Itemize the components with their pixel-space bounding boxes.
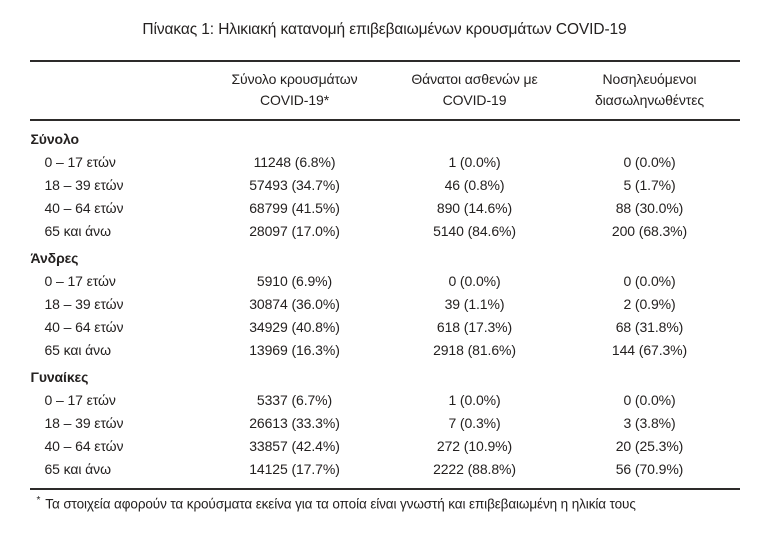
intubated-cell: 144 (67.3%) — [611, 342, 688, 358]
cases-cell: 57493 (34.7%) — [249, 177, 340, 193]
deaths-cell: 1 (0.0%) — [448, 154, 501, 170]
table-row: 65 και άνω 28097 (17.0%) 5140 (84.6%) 200 (… — [30, 220, 740, 243]
deaths-cell: 2222 (88.8%) — [433, 461, 516, 477]
table-row: 18 – 39 ετών 30874 (36.0%) 39 (1.1%) 2 (0.9… — [30, 293, 740, 316]
column-header-line: Θάνατοι ασθενών με — [411, 71, 538, 87]
section-header: Σύνολο — [30, 131, 80, 147]
row-label: 65 και άνω — [44, 223, 112, 239]
intubated-cell: 5 (1.7%) — [623, 177, 676, 193]
page-title: Πίνακας 1: Ηλικιακή κατανομή επιβεβαιωμέ… — [142, 21, 627, 38]
table-header: Σύνολο κρουσμάτων COVID-19* Θάνατοι ασθε… — [30, 62, 740, 119]
table-row: 40 – 64 ετών 33857 (42.4%) 272 (10.9%) 20 (… — [30, 435, 740, 458]
intubated-cell: 68 (31.8%) — [615, 319, 684, 335]
footnote-marker: * — [36, 495, 41, 506]
row-label: 65 και άνω — [44, 342, 112, 358]
cases-cell: 30874 (36.0%) — [249, 296, 340, 312]
deaths-cell: 272 (10.9%) — [436, 438, 513, 454]
row-label: 40 – 64 ετών — [44, 319, 124, 335]
intubated-cell: 20 (25.3%) — [615, 438, 684, 454]
deaths-cell: 46 (0.8%) — [444, 177, 505, 193]
row-label: 0 – 17 ετών — [44, 392, 116, 408]
row-label: 0 – 17 ετών — [44, 154, 116, 170]
column-header-line: COVID-19* — [259, 92, 330, 108]
table-row: 18 – 39 ετών 26613 (33.3%) 7 (0.3%) 3 (3.8%… — [30, 412, 740, 435]
row-label: 40 – 64 ετών — [44, 438, 124, 454]
table-top-rule — [29, 60, 740, 62]
footnote: * Τα στοιχεία αφορούν τα κρούσματα εκείνα… — [30, 490, 740, 512]
cases-cell: 5337 (6.7%) — [256, 392, 333, 408]
table-row: 65 και άνω 13969 (16.3%) 2918 (81.6%) 144 (… — [30, 339, 740, 362]
column-header-line: διασωληνωθέντες — [594, 92, 705, 108]
deaths-cell: 2918 (81.6%) — [433, 342, 516, 358]
cases-cell: 33857 (42.4%) — [249, 438, 340, 454]
intubated-cell: 56 (70.9%) — [615, 461, 684, 477]
cases-cell: 26613 (33.3%) — [249, 415, 340, 431]
column-header-deaths: Θάνατοι ασθενών με COVID-19 — [390, 69, 560, 111]
column-header-line: Σύνολο κρουσμάτων — [231, 71, 358, 87]
row-label: 18 – 39 ετών — [44, 177, 124, 193]
section-header: Γυναίκες — [30, 369, 89, 385]
deaths-cell: 5140 (84.6%) — [433, 223, 516, 239]
deaths-cell: 7 (0.3%) — [448, 415, 501, 431]
deaths-cell: 1 (0.0%) — [448, 392, 501, 408]
cases-cell: 68799 (41.5%) — [249, 200, 340, 216]
row-label: 0 – 17 ετών — [44, 273, 116, 289]
table-row: 18 – 39 ετών 57493 (34.7%) 46 (0.8%) 5 (1.7… — [30, 174, 740, 197]
section-header: Άνδρες — [30, 250, 79, 266]
row-label: 65 και άνω — [44, 461, 112, 477]
table-row: 65 και άνω 14125 (17.7%) 2222 (88.8%) 56 (7… — [30, 458, 740, 481]
column-header-line: COVID-19 — [442, 92, 507, 108]
intubated-cell: 2 (0.9%) — [623, 296, 676, 312]
table-row: 0 – 17 ετών 5910 (6.9%) 0 (0.0%) 0 (0.0%) — [30, 270, 740, 293]
table-section: Σύνολο 0 – 17 ετών 11248 (6.8%) 1 (0.0%) 0 (… — [30, 121, 740, 243]
intubated-cell: 88 (30.0%) — [615, 200, 684, 216]
table-row: 40 – 64 ετών 34929 (40.8%) 618 (17.3%) 68 (… — [30, 316, 740, 339]
cases-cell: 28097 (17.0%) — [249, 223, 340, 239]
row-label: 18 – 39 ετών — [44, 415, 124, 431]
intubated-cell: 0 (0.0%) — [623, 154, 676, 170]
row-label: 18 – 39 ετών — [44, 296, 124, 312]
table-body: Σύνολο 0 – 17 ετών 11248 (6.8%) 1 (0.0%) 0 (… — [30, 121, 740, 488]
deaths-cell: 39 (1.1%) — [444, 296, 505, 312]
deaths-cell: 618 (17.3%) — [436, 319, 513, 335]
cases-cell: 14125 (17.7%) — [249, 461, 340, 477]
deaths-cell: 890 (14.6%) — [436, 200, 513, 216]
column-header-cases: Σύνολο κρουσμάτων COVID-19* — [200, 69, 390, 111]
section-header-row: Άνδρες — [30, 247, 740, 270]
table-row: 0 – 17 ετών 5337 (6.7%) 1 (0.0%) 0 (0.0%) — [30, 389, 740, 412]
column-header-line: Νοσηλευόμενοι — [602, 71, 697, 87]
cases-cell: 13969 (16.3%) — [249, 342, 340, 358]
deaths-cell: 0 (0.0%) — [448, 273, 501, 289]
intubated-cell: 0 (0.0%) — [623, 273, 676, 289]
table-row: 0 – 17 ετών 11248 (6.8%) 1 (0.0%) 0 (0.0%) — [30, 151, 740, 174]
table-row: 40 – 64 ετών 68799 (41.5%) 890 (14.6%) 88 (… — [30, 197, 740, 220]
table-section: Γυναίκες 0 – 17 ετών 5337 (6.7%) 1 (0.0%) 0 … — [30, 362, 740, 481]
cases-cell: 5910 (6.9%) — [256, 273, 333, 289]
table-section: Άνδρες 0 – 17 ετών 5910 (6.9%) 0 (0.0%) 0 (0… — [30, 243, 740, 362]
footnote-text: Τα στοιχεία αφορούν τα κρούσματα εκείνα … — [45, 496, 636, 512]
data-table: Σύνολο κρουσμάτων COVID-19* Θάνατοι ασθε… — [29, 60, 740, 490]
column-header-intubated: Νοσηλευόμενοι διασωληνωθέντες — [560, 69, 740, 111]
row-label: 40 – 64 ετών — [44, 200, 124, 216]
intubated-cell: 200 (68.3%) — [611, 223, 688, 239]
section-header-row: Σύνολο — [30, 128, 740, 151]
section-header-row: Γυναίκες — [30, 366, 740, 389]
header-bottom-rule — [29, 119, 740, 121]
table-bottom-rule — [29, 488, 740, 490]
cases-cell: 34929 (40.8%) — [249, 319, 340, 335]
cases-cell: 11248 (6.8%) — [253, 154, 336, 170]
intubated-cell: 0 (0.0%) — [623, 392, 676, 408]
intubated-cell: 3 (3.8%) — [623, 415, 676, 431]
